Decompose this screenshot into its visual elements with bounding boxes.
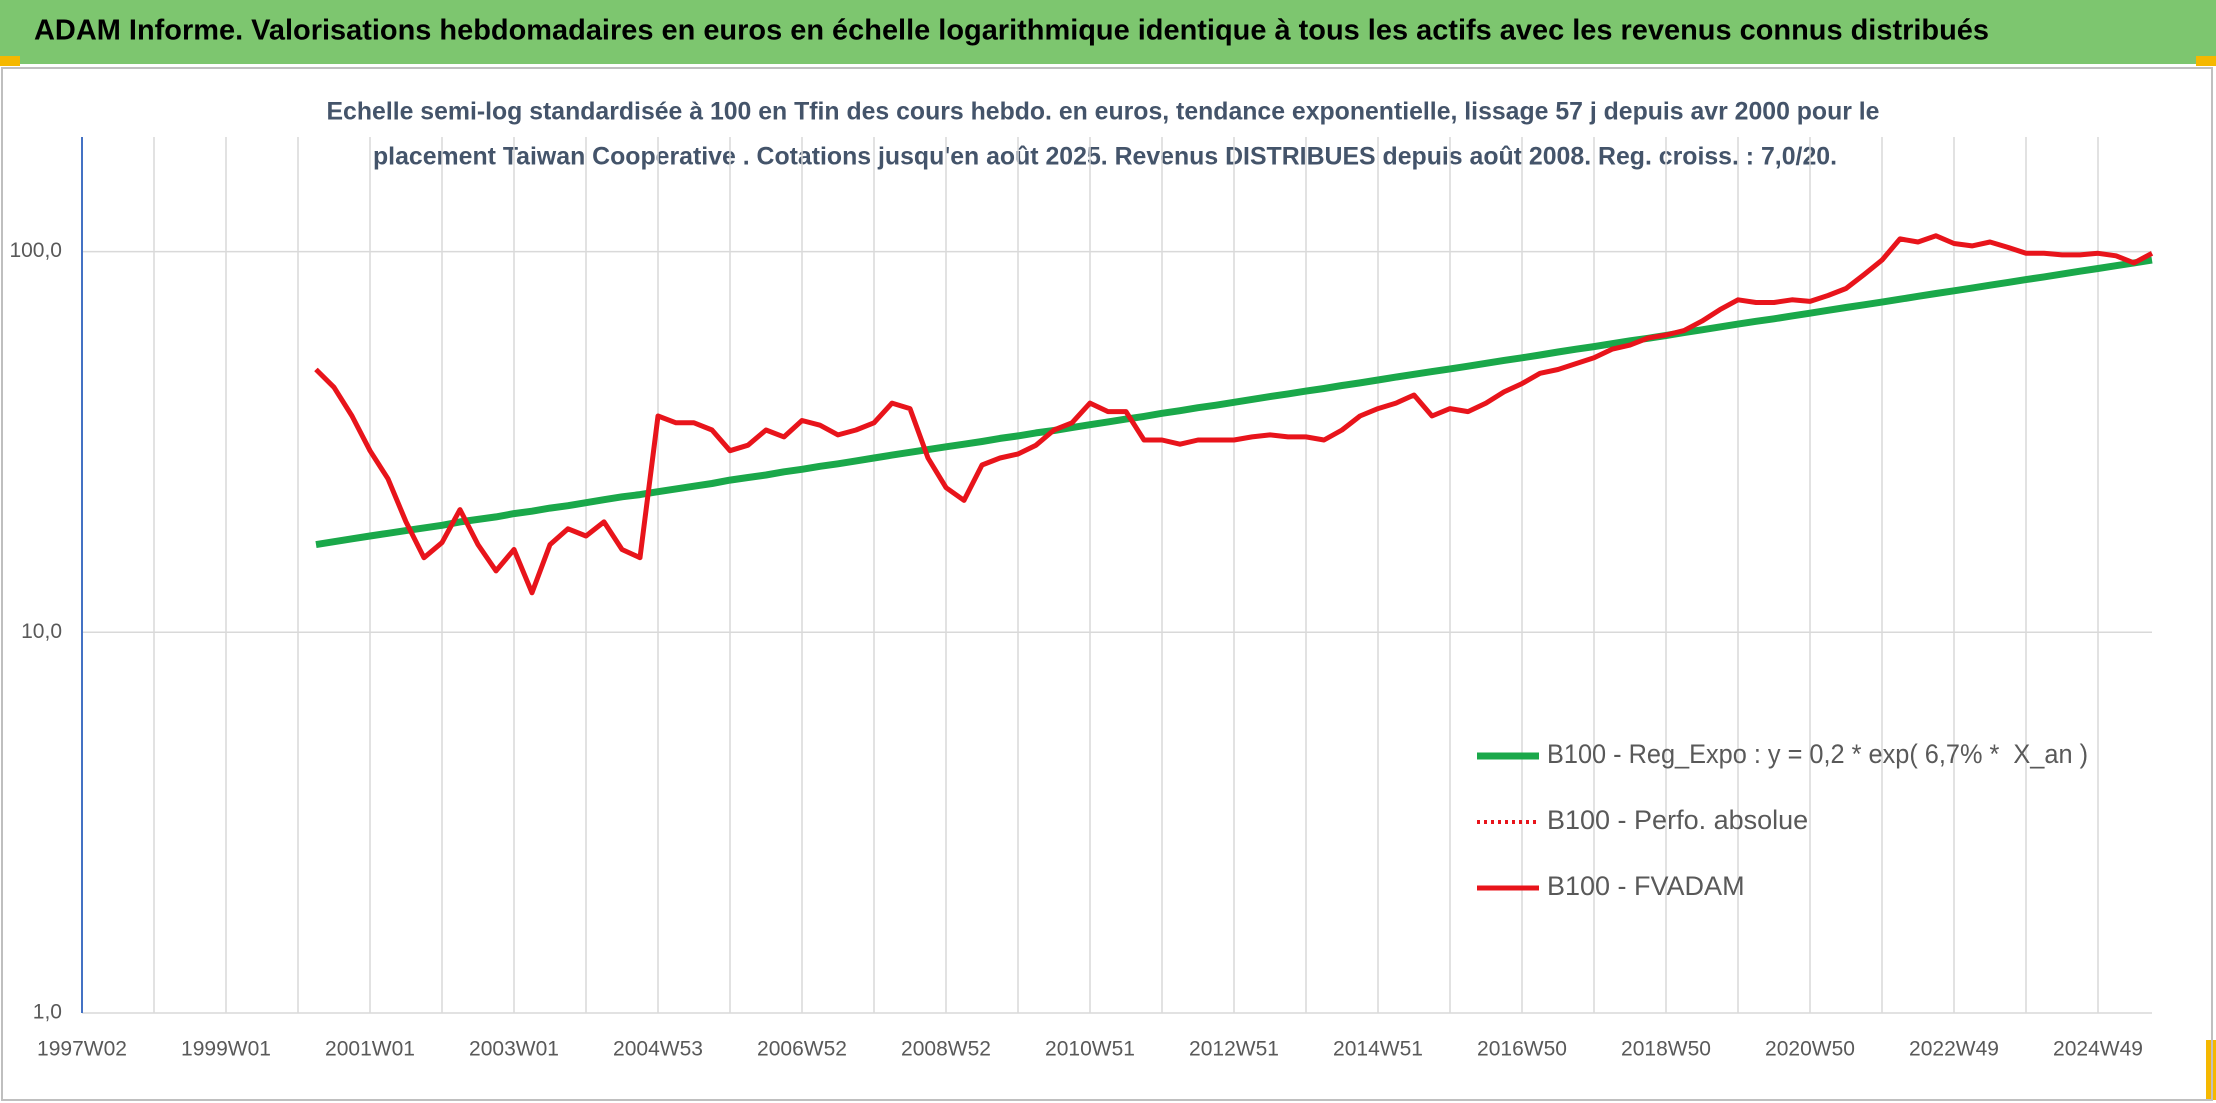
page-title: ADAM Informe. Valorisations hebdomadaire…	[34, 15, 1989, 47]
y-tick-label: 10,0	[21, 620, 62, 643]
x-tick-label: 2001W01	[325, 1038, 415, 1061]
x-tick-label: 2022W49	[1909, 1038, 1999, 1061]
x-tick-label: 2012W51	[1189, 1038, 1279, 1061]
legend-label: B100 - Perfo. absolue	[1547, 805, 1808, 835]
series-line	[314, 233, 2154, 596]
chart-subtitle: placement Taiwan Cooperative . Cotations…	[373, 143, 1837, 171]
x-tick-label: 2014W51	[1333, 1038, 1423, 1061]
y-tick-label: 1,0	[33, 1001, 62, 1024]
grid: 1997W02 1999W01 2001W01 2003W01 2004W53 2006W…	[9, 137, 2152, 1061]
x-tick-label: 2004W53	[613, 1038, 703, 1061]
y-tick-label: 100,0	[9, 239, 62, 262]
x-tick-label: 2018W50	[1621, 1038, 1711, 1061]
header-band	[0, 0, 2216, 64]
x-tick-label: 2003W01	[469, 1038, 559, 1061]
x-tick-label: 2016W50	[1477, 1038, 1567, 1061]
legend-label: B100 - FVADAM	[1547, 871, 1745, 901]
chart-frame	[1, 67, 2213, 1101]
x-tick-label: 2020W50	[1765, 1038, 1855, 1061]
legend: B100 - Reg_Expo : y = 0,2 * exp( 6,7% * …	[1477, 739, 2088, 901]
corner-mark	[2196, 56, 2216, 66]
x-tick-label: 2024W49	[2053, 1038, 2143, 1061]
x-tick-label: 2006W52	[757, 1038, 847, 1061]
plot-area	[314, 233, 2154, 596]
x-tick-label: 1997W02	[37, 1038, 127, 1061]
series-line	[315, 256, 2153, 549]
x-tick-label: 1999W01	[181, 1038, 271, 1061]
x-tick-label: 2010W51	[1045, 1038, 1135, 1061]
x-tick-label: 2008W52	[901, 1038, 991, 1061]
legend-label: B100 - Reg_Expo : y = 0,2 * exp( 6,7% * …	[1547, 739, 2088, 769]
chart-subtitle: Echelle semi-log standardisée à 100 en T…	[327, 98, 1880, 126]
corner-mark	[0, 56, 20, 66]
